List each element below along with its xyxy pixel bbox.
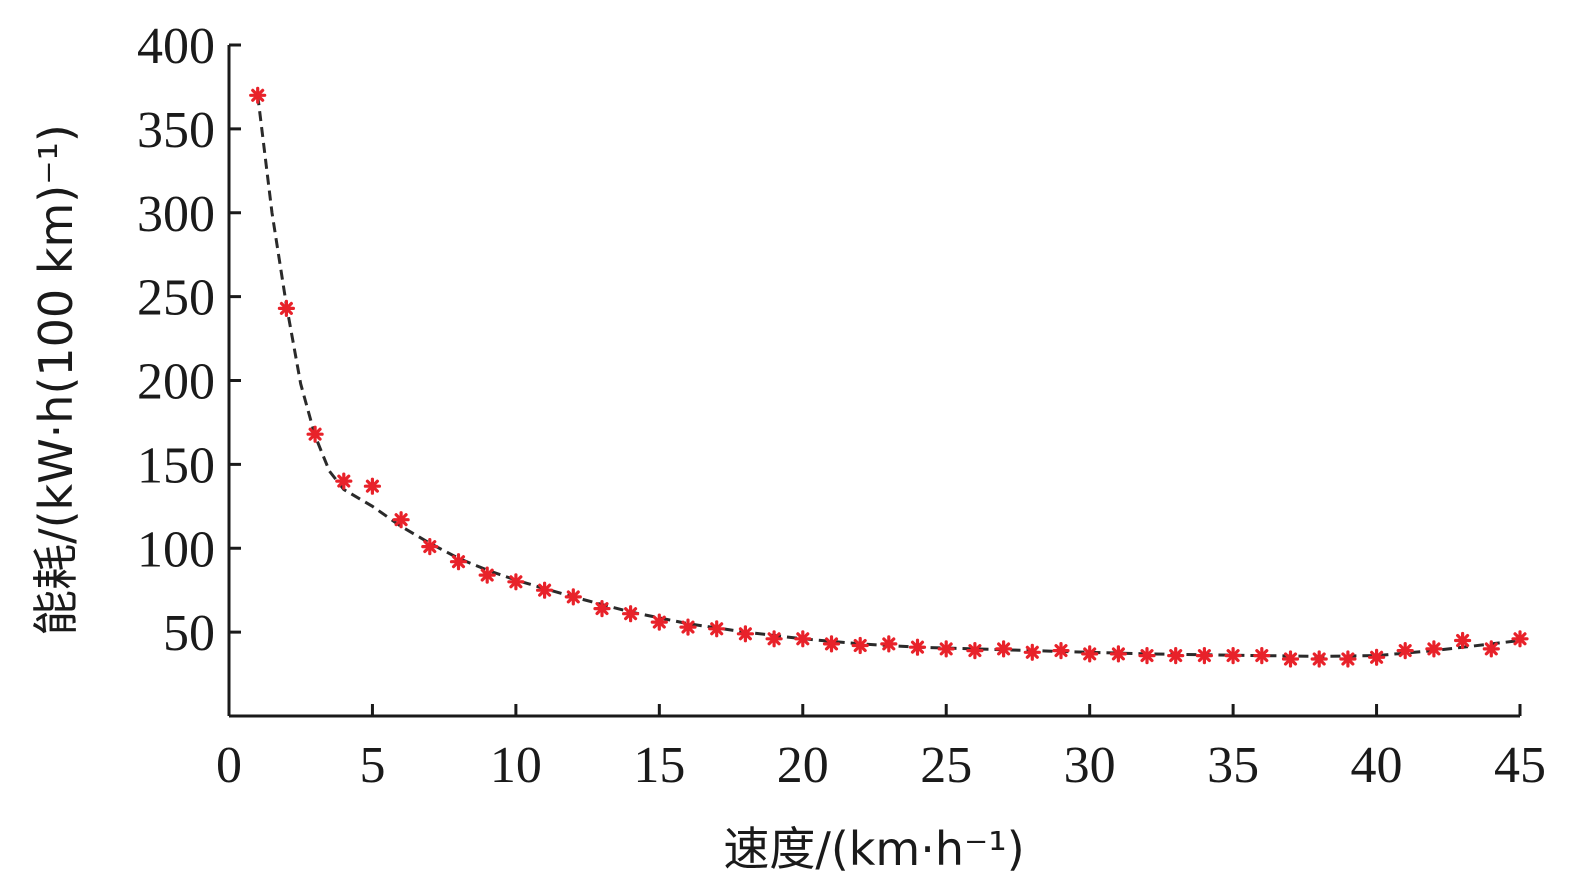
data-point: [277, 299, 295, 317]
x-tick-label: 25: [920, 737, 972, 794]
data-point: [1052, 641, 1070, 660]
data-point: [564, 588, 582, 606]
x-tick-label: 0: [216, 737, 242, 794]
x-tick-label: 15: [633, 737, 685, 794]
x-tick-label: 20: [777, 737, 829, 794]
data-point: [966, 641, 984, 660]
y-axis-title: 能耗/(kW·h(100 km)⁻¹): [29, 124, 83, 636]
data-point: [1281, 650, 1300, 668]
x-tick-label: 5: [359, 737, 385, 794]
y-tick-label: 300: [137, 186, 215, 243]
x-tick-label: 10: [490, 737, 542, 794]
data-point: [994, 640, 1013, 658]
data-point: [765, 630, 783, 648]
x-tick-label: 35: [1207, 737, 1259, 794]
x-tick-label: 40: [1351, 737, 1403, 794]
data-point: [851, 636, 869, 655]
data-point: [708, 620, 726, 638]
data-point: [392, 511, 410, 529]
data-point: [650, 613, 668, 631]
data-point: [1109, 645, 1128, 663]
data-point: [1081, 645, 1099, 663]
data-point: [335, 472, 353, 490]
data-point: [535, 581, 554, 599]
data-point: [794, 630, 812, 648]
data-point: [736, 625, 755, 643]
y-tick-label: 400: [137, 18, 215, 75]
data-point: [937, 640, 955, 658]
data-point: [1167, 646, 1185, 665]
data-point: [1339, 650, 1357, 668]
data-point: [822, 635, 841, 653]
data-point: [1396, 641, 1414, 660]
x-ticks: 0 5 10 15 20 25 30 35 40 45: [216, 704, 1546, 794]
data-point: [1425, 640, 1443, 658]
data-point: [507, 573, 525, 591]
x-tick-label: 45: [1494, 737, 1546, 794]
data-point: [449, 553, 468, 571]
data-point: [1310, 650, 1328, 668]
data-point: [1253, 646, 1271, 665]
data-point: [880, 635, 898, 653]
data-point: [1195, 646, 1214, 665]
x-axis-title: 速度/(km·h⁻¹): [723, 822, 1024, 876]
plot-area: [249, 86, 1529, 668]
data-point: [679, 618, 697, 636]
data-point: [249, 86, 267, 104]
data-point: [1367, 648, 1386, 666]
x-tick-label: 30: [1064, 737, 1116, 794]
data-point: [1482, 640, 1500, 658]
data-point: [1511, 630, 1529, 648]
y-tick-label: 200: [137, 354, 215, 411]
y-axis: 50 100 150 200 250 300 350 400: [137, 18, 241, 716]
data-point: [908, 638, 927, 656]
x-axis: 0 5 10 15 20 25 30 35 40 45: [216, 704, 1546, 794]
data-point: [593, 599, 611, 618]
y-tick-label: 250: [137, 270, 215, 327]
data-point: [1138, 646, 1156, 665]
y-tick-label: 150: [137, 437, 215, 494]
y-tick-label: 350: [137, 102, 215, 159]
fit-curve-line: [256, 95, 1521, 658]
data-point: [621, 605, 640, 623]
data-point: [421, 537, 439, 556]
data-point: [1224, 646, 1242, 665]
data-point: [1023, 643, 1041, 661]
y-tick-label: 50: [163, 605, 215, 662]
y-ticks: 50 100 150 200 250 300 350 400: [137, 18, 241, 662]
data-point: [1453, 631, 1472, 650]
data-point: [306, 425, 324, 443]
y-tick-label: 100: [137, 521, 215, 578]
data-point: [363, 477, 381, 495]
data-point: [478, 566, 496, 584]
